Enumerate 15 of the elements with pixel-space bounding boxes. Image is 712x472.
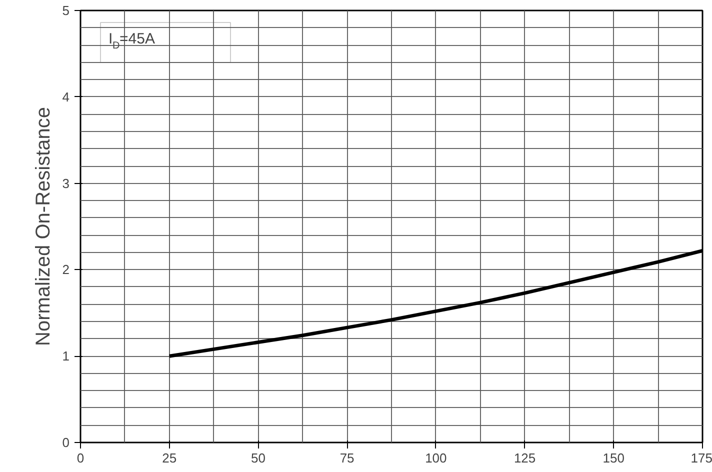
x-tick-label: 75	[340, 450, 354, 466]
y-tick-label: 1	[62, 348, 70, 364]
x-tick-label: 50	[250, 450, 266, 466]
x-tick-label: 25	[162, 450, 177, 466]
x-tick-label: 125	[514, 450, 536, 466]
y-tick-label: 5	[62, 3, 70, 18]
x-tick-label: 100	[425, 450, 447, 466]
y-axis-title: Normalized On-Resistance	[32, 107, 54, 346]
x-tick-label: 0	[76, 450, 84, 466]
x-tick-label: 150	[602, 450, 624, 466]
y-tick-label: 4	[62, 89, 70, 104]
x-tick-label: 175	[690, 450, 712, 466]
y-tick-label: 2	[62, 262, 70, 278]
y-tick-label: 0	[62, 435, 70, 450]
y-tick-label: 3	[62, 176, 70, 191]
